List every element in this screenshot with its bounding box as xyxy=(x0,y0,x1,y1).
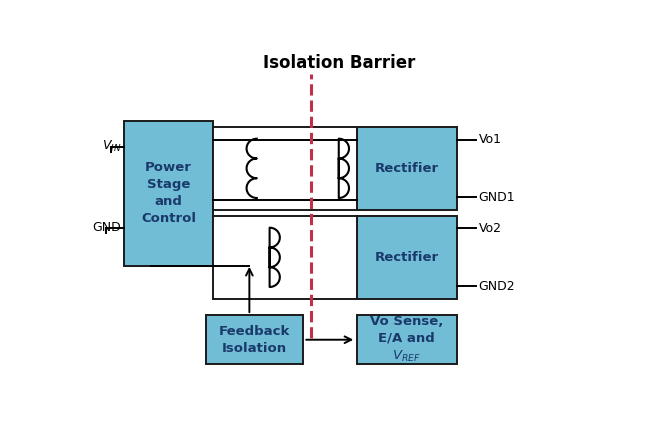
Text: Vo2: Vo2 xyxy=(479,222,502,235)
Text: Isolation Barrier: Isolation Barrier xyxy=(262,54,415,72)
Text: GND2: GND2 xyxy=(479,279,515,293)
Text: GND1: GND1 xyxy=(479,191,515,204)
Text: Rectifier: Rectifier xyxy=(375,162,439,175)
Text: GND: GND xyxy=(93,221,121,235)
Bar xyxy=(357,216,457,299)
Bar xyxy=(357,315,457,365)
Text: Power
Stage
and
Control: Power Stage and Control xyxy=(141,161,196,225)
Text: $V_{IN}$: $V_{IN}$ xyxy=(102,139,121,154)
Text: Vo Sense,
E/A and
$V_{REF}$: Vo Sense, E/A and $V_{REF}$ xyxy=(370,315,444,365)
Bar xyxy=(357,127,457,210)
Text: Feedback
Isolation: Feedback Isolation xyxy=(219,325,290,355)
Text: Vo1: Vo1 xyxy=(479,133,502,146)
Text: Rectifier: Rectifier xyxy=(375,251,439,264)
Bar xyxy=(206,315,303,365)
Bar xyxy=(124,121,214,265)
Bar xyxy=(214,216,357,299)
Bar xyxy=(214,127,357,210)
